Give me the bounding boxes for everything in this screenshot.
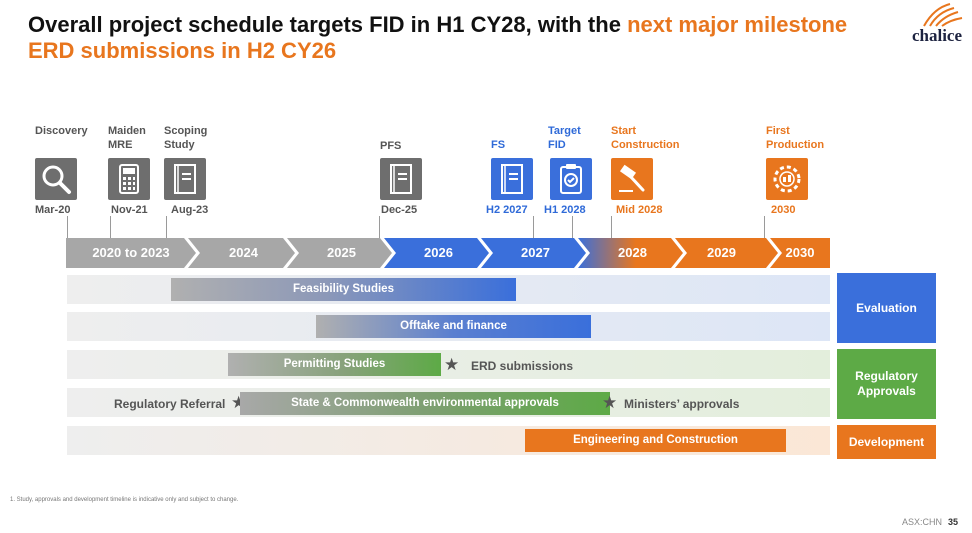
milestone-connector [67, 216, 68, 240]
year-segment: 2026 [424, 245, 453, 260]
logo-text: chalice [911, 26, 963, 45]
milestone-connector [572, 216, 573, 240]
category-regulatory-approvals: Regulatory Approvals [837, 349, 936, 419]
bar-state-commonwealth-approvals: State & Commonwealth environmental appro… [240, 392, 610, 415]
milestone-date-target-fid: H1 2028 [544, 204, 586, 216]
milestone-date-first-production: 2030 [771, 204, 796, 216]
category-evaluation: Evaluation [837, 273, 936, 343]
year-segment: 2025 [327, 245, 356, 260]
hammer-icon [611, 158, 653, 200]
clipboard-check-icon [550, 158, 592, 200]
milestone-date-maiden-mre: Nov-21 [111, 204, 148, 216]
year-segment: 2027 [521, 245, 550, 260]
bar-permitting-studies: Permitting Studies [228, 353, 441, 376]
document-icon [164, 158, 206, 200]
page-number: 35 [947, 517, 958, 527]
milestone-label-target-fid: Target FID [548, 125, 581, 151]
milestone-label-fs: FS [491, 139, 506, 151]
year-timeline: 2020 to 2023 2024 2025 2026 2027 2028 20… [66, 238, 830, 268]
title-main: Overall project schedule targets FID in … [28, 12, 628, 37]
milestone-connector [533, 216, 534, 240]
document-icon [491, 158, 533, 200]
year-segment: 2029 [707, 245, 736, 260]
lane-permitting [67, 350, 830, 379]
year-segment: 2030 [785, 245, 815, 260]
milestone-label-maiden-mre: Maiden MRE [108, 125, 146, 151]
label-ministers-approvals: Ministers’ approvals [624, 397, 740, 411]
page-title: Overall project schedule targets FID in … [28, 12, 848, 64]
year-segment: 2028 [618, 245, 647, 260]
milestone-connector [611, 216, 612, 240]
milestone-date-scoping-study: Aug-23 [171, 204, 209, 216]
category-development: Development [837, 425, 936, 459]
bar-offtake-finance: Offtake and finance [316, 315, 591, 338]
chalice-logo: chalice [904, 2, 970, 46]
milestone-connector [110, 216, 111, 240]
label-erd-submissions: ERD submissions [471, 359, 574, 373]
year-segment: 2020 to 2023 [92, 245, 170, 260]
star-icon: ★ [444, 355, 460, 374]
title-highlight: next major milestone ERD submissions in … [28, 12, 848, 63]
year-segment: 2024 [229, 245, 258, 260]
milestone-connector [166, 216, 167, 240]
label-regulatory-referral: Regulatory Referral [114, 397, 226, 411]
milestone-connector [379, 216, 380, 240]
milestone-date-pfs: Dec-25 [381, 204, 418, 216]
milestone-connector [764, 216, 765, 240]
milestone-label-scoping-study: Scoping Study [164, 125, 208, 151]
star-icon: ★ [602, 393, 618, 412]
magnifier-icon [35, 158, 77, 200]
bar-engineering-construction: Engineering and Construction [525, 429, 786, 452]
gear-factory-icon [766, 158, 808, 200]
milestone-label-pfs: PFS [380, 140, 402, 152]
footer-ticker: ASX:CHN [901, 517, 942, 527]
document-icon [380, 158, 422, 200]
milestone-label-first-production: First Production [766, 125, 825, 151]
milestone-date-start-construction: Mid 2028 [616, 204, 663, 216]
logo-swoosh-icon [923, 3, 963, 27]
bar-feasibility-studies: Feasibility Studies [171, 278, 516, 301]
milestone-date-fs: H2 2027 [486, 204, 528, 216]
footnote: 1. Study, approvals and development time… [10, 497, 239, 503]
milestone-date-discovery: Mar-20 [35, 204, 71, 216]
milestone-label-start-construction: Start Construction [611, 125, 680, 151]
calculator-icon [108, 158, 150, 200]
milestone-label-discovery: Discovery [35, 125, 88, 137]
footer: ASX:CHN 35 [902, 517, 958, 527]
